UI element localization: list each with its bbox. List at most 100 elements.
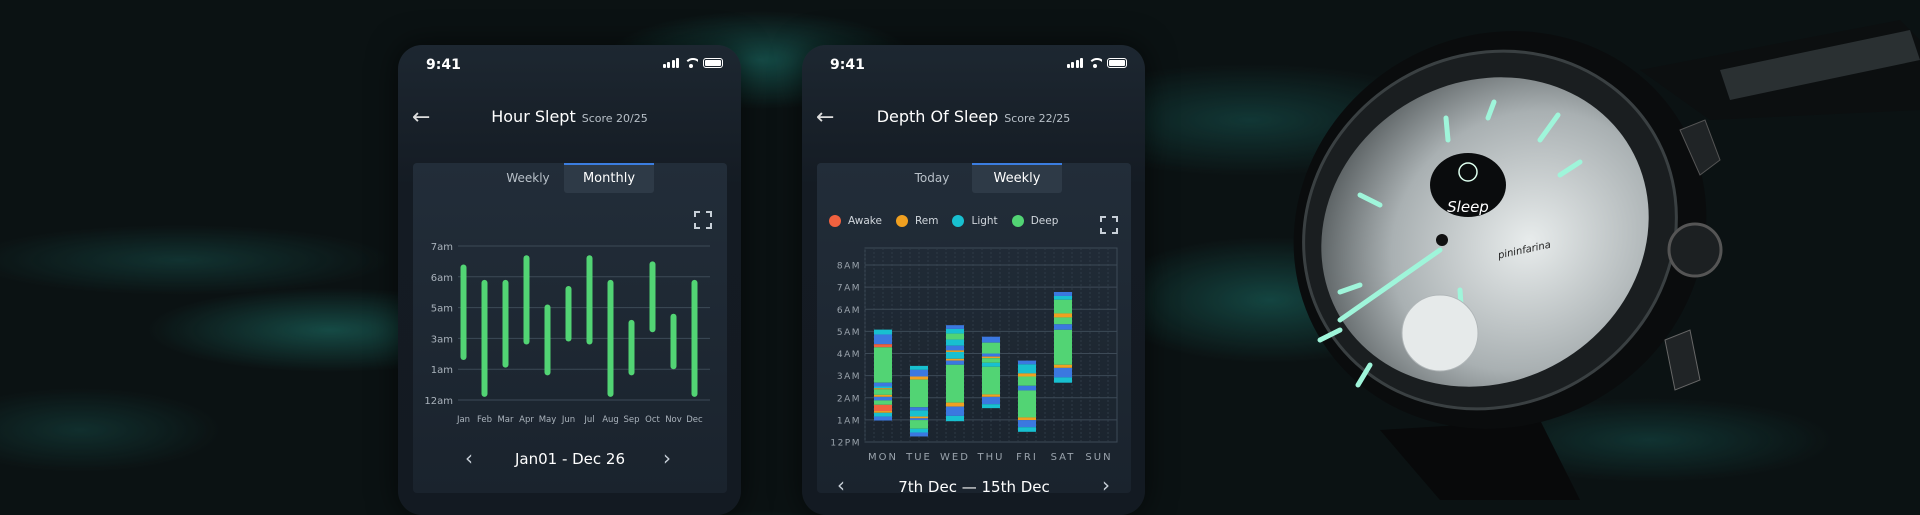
next-arrow-icon[interactable]: › [663,446,671,470]
segment-deep [982,342,1000,354]
prev-arrow-icon[interactable]: ‹ [465,446,473,470]
expand-icon[interactable] [1100,216,1118,234]
wifi-icon [1088,58,1102,68]
segment-blue [1054,291,1072,296]
segment-light [1018,427,1036,432]
x-tick-label: Oct [645,415,660,425]
battery-icon [703,58,723,68]
segment-rem [982,394,1000,397]
legend-awake: Awake [829,215,882,227]
x-tick-label: Jun [561,415,575,425]
bar-jan [460,264,467,360]
segment-light [946,339,964,346]
y-tick-label: 5am [431,304,453,315]
smartwatch-image: Sleep pininfarina [1293,20,1920,500]
y-tick-label: 3AM [837,372,861,382]
segment-light [874,329,892,335]
y-tick-label: 7am [431,242,453,253]
segment-rem [1018,373,1036,377]
x-tick-label: MON [868,452,898,463]
score-text: Score 20/25 [581,112,648,125]
back-arrow-icon[interactable]: ← [816,105,835,130]
segment-light [946,351,964,359]
segment-rem [874,411,892,413]
segment-blue [1054,324,1072,330]
x-tick-label: Aug [602,415,619,425]
legend-label: Rem [914,215,939,227]
x-tick-label: Mar [497,415,514,425]
segment-blue [874,396,892,401]
y-tick-label: 5AM [837,328,861,338]
y-tick-label: 3am [431,334,453,345]
segment-light [874,412,892,417]
score-text: Score 22/25 [1004,112,1071,125]
x-tick-label: TUE [905,452,932,463]
bar-apr [523,255,530,345]
status-icons [662,58,723,68]
segment-rem [946,350,964,352]
x-tick-label: Sep [623,415,639,425]
segment-deep [910,420,928,429]
y-tick-label: 7AM [837,284,861,294]
sleep-depth-chart: 12PM 1AM 2AM 3AM 4AM 5AM 6AM 7AM 8AM MON TUE WED THU… [830,247,1118,463]
date-range: 7th Dec — 15th Dec [898,478,1050,496]
back-arrow-icon[interactable]: ← [412,105,431,130]
tab-monthly[interactable]: Monthly [564,163,654,193]
x-tick-label: May [539,415,557,425]
tab-today[interactable]: Today [914,171,950,185]
y-tick-label: 1AM [837,416,861,426]
legend-light: Light [952,215,998,227]
legend: Awake Rem Light Deep [829,215,1058,227]
x-tick-label: FRI [1016,452,1038,463]
segment-blue [1018,385,1036,391]
hours-slept-chart: 12am 1am 3am 5am 6am 7am Jan Feb Mar Apr May Jun Jul… [424,242,710,425]
legend-deep: Deep [1011,215,1058,227]
segment-light [910,428,928,433]
segment-deep [1054,329,1072,365]
segment-rem [910,416,928,419]
deep-dot-icon [1011,215,1024,227]
x-tick-label: THU [977,452,1005,463]
chart-card: Weekly Monthly 12am 1am 3am 5am 6am 7am Jan Feb… [413,163,727,493]
expand-icon[interactable] [694,211,712,229]
title-text: Hour Slept [491,107,576,126]
x-tick-label: Feb [477,415,492,425]
y-tick-label: 8AM [837,262,861,272]
segment-blue [874,334,892,345]
segment-light [1018,364,1036,374]
segment-blue [982,353,1000,357]
bar-oct [649,261,656,333]
watch-sleep-text: Sleep [1447,198,1489,216]
status-time: 9:41 [426,57,461,73]
bar-jun [565,286,572,342]
segment-deep [982,358,1000,363]
segment-light [910,410,928,417]
segment-blue [946,345,964,351]
x-tick-label: Nov [665,415,682,425]
segment-deep [1018,376,1036,386]
bar-nov [670,313,677,370]
segment-deep [946,364,964,403]
tab-weekly[interactable]: Weekly [506,171,550,185]
segment-blue [874,382,892,387]
segment-deep [874,400,892,405]
segment-awake [874,344,892,348]
page-title: Hour Slept Score 20/25 [398,107,741,126]
next-arrow-icon[interactable]: › [1102,473,1110,497]
bar-aug [607,279,614,397]
segment-light [910,365,928,370]
segment-blue [910,407,928,411]
y-tick-label: 1am [431,365,453,376]
segment-blue [982,396,1000,405]
bar-feb [481,279,488,397]
rem-dot-icon [895,215,908,227]
segment-light [946,328,964,334]
tab-weekly[interactable]: Weekly [972,163,1062,193]
segment-deep [946,333,964,340]
page-title: Depth Of Sleep Score 22/25 [802,107,1145,126]
x-tick-label: SUN [1085,452,1112,463]
light-dot-icon [952,215,965,227]
prev-arrow-icon[interactable]: ‹ [837,473,845,497]
watch-screen [1430,153,1506,217]
phone-depth-of-sleep: 9:41 ← Depth Of Sleep Score 22/25 Today W… [802,45,1145,515]
